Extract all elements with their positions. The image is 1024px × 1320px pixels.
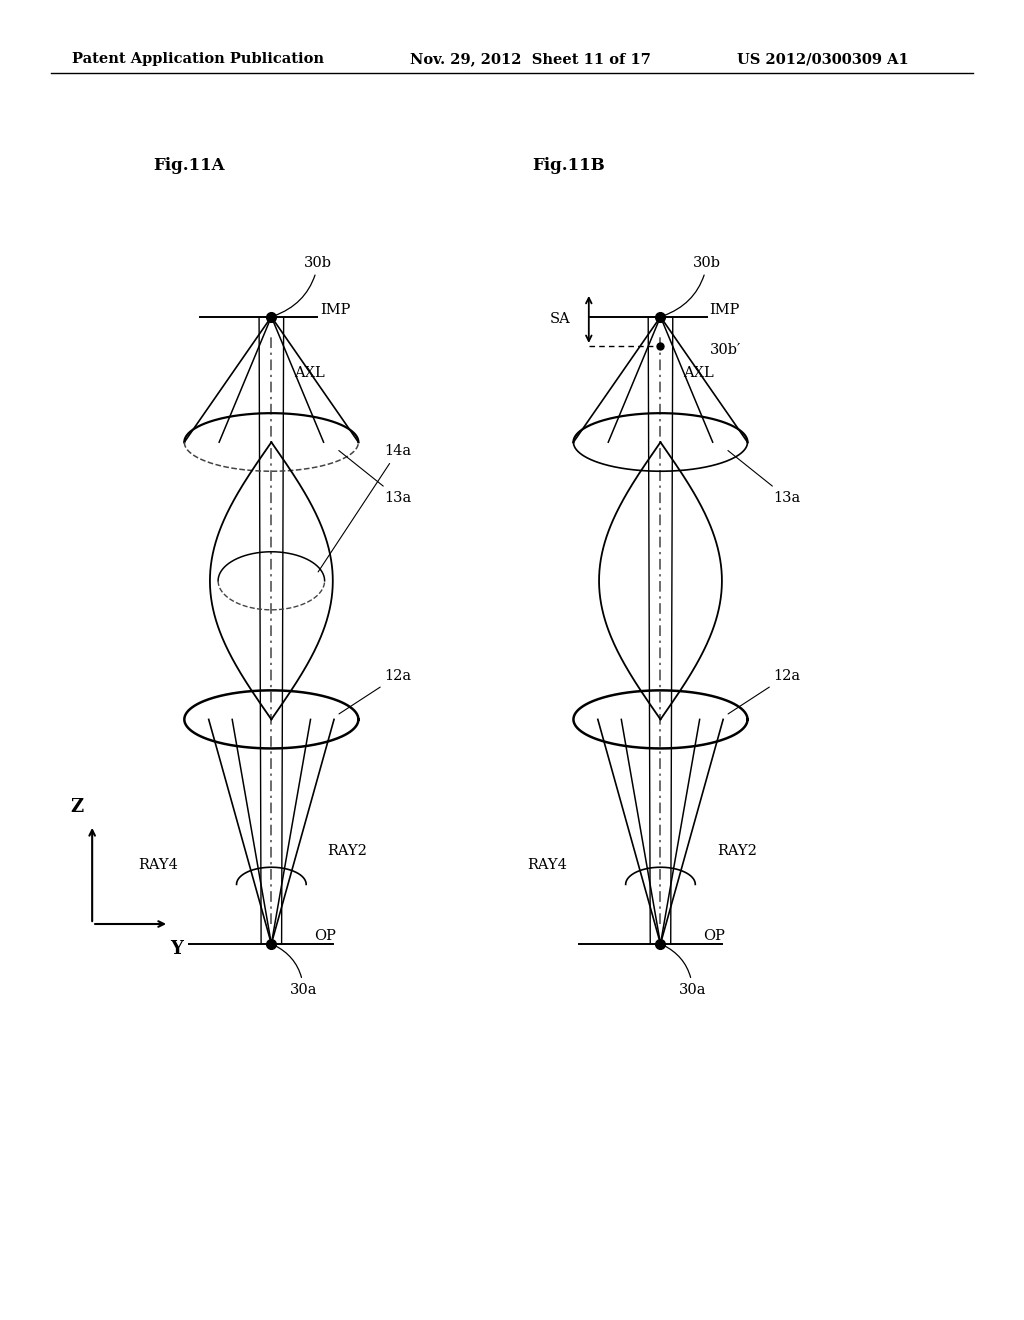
Text: RAY4: RAY4 bbox=[138, 858, 178, 871]
Text: IMP: IMP bbox=[321, 304, 351, 317]
Text: Y: Y bbox=[170, 940, 182, 958]
Text: RAY2: RAY2 bbox=[328, 845, 368, 858]
Text: Nov. 29, 2012  Sheet 11 of 17: Nov. 29, 2012 Sheet 11 of 17 bbox=[410, 53, 650, 66]
Text: US 2012/0300309 A1: US 2012/0300309 A1 bbox=[737, 53, 909, 66]
Text: 13a: 13a bbox=[339, 450, 412, 504]
Text: 30a: 30a bbox=[663, 945, 707, 997]
Text: Fig.11B: Fig.11B bbox=[532, 157, 605, 173]
Text: AXL: AXL bbox=[294, 366, 325, 380]
Text: 14a: 14a bbox=[318, 445, 411, 572]
Text: OP: OP bbox=[314, 929, 336, 942]
Text: AXL: AXL bbox=[683, 366, 714, 380]
Text: Z: Z bbox=[71, 797, 83, 816]
Text: 12a: 12a bbox=[728, 669, 800, 714]
Text: 12a: 12a bbox=[339, 669, 411, 714]
Text: SA: SA bbox=[550, 313, 570, 326]
Text: Patent Application Publication: Patent Application Publication bbox=[72, 53, 324, 66]
Text: 13a: 13a bbox=[728, 450, 801, 504]
Text: 30a: 30a bbox=[273, 945, 317, 997]
Text: Fig.11A: Fig.11A bbox=[154, 157, 225, 173]
Text: IMP: IMP bbox=[710, 304, 740, 317]
Text: 30b: 30b bbox=[664, 256, 721, 315]
Text: 30b: 30b bbox=[274, 256, 332, 315]
Text: RAY4: RAY4 bbox=[527, 858, 567, 871]
Text: 30b′: 30b′ bbox=[710, 343, 741, 356]
Text: OP: OP bbox=[703, 929, 725, 942]
Text: RAY2: RAY2 bbox=[717, 845, 757, 858]
